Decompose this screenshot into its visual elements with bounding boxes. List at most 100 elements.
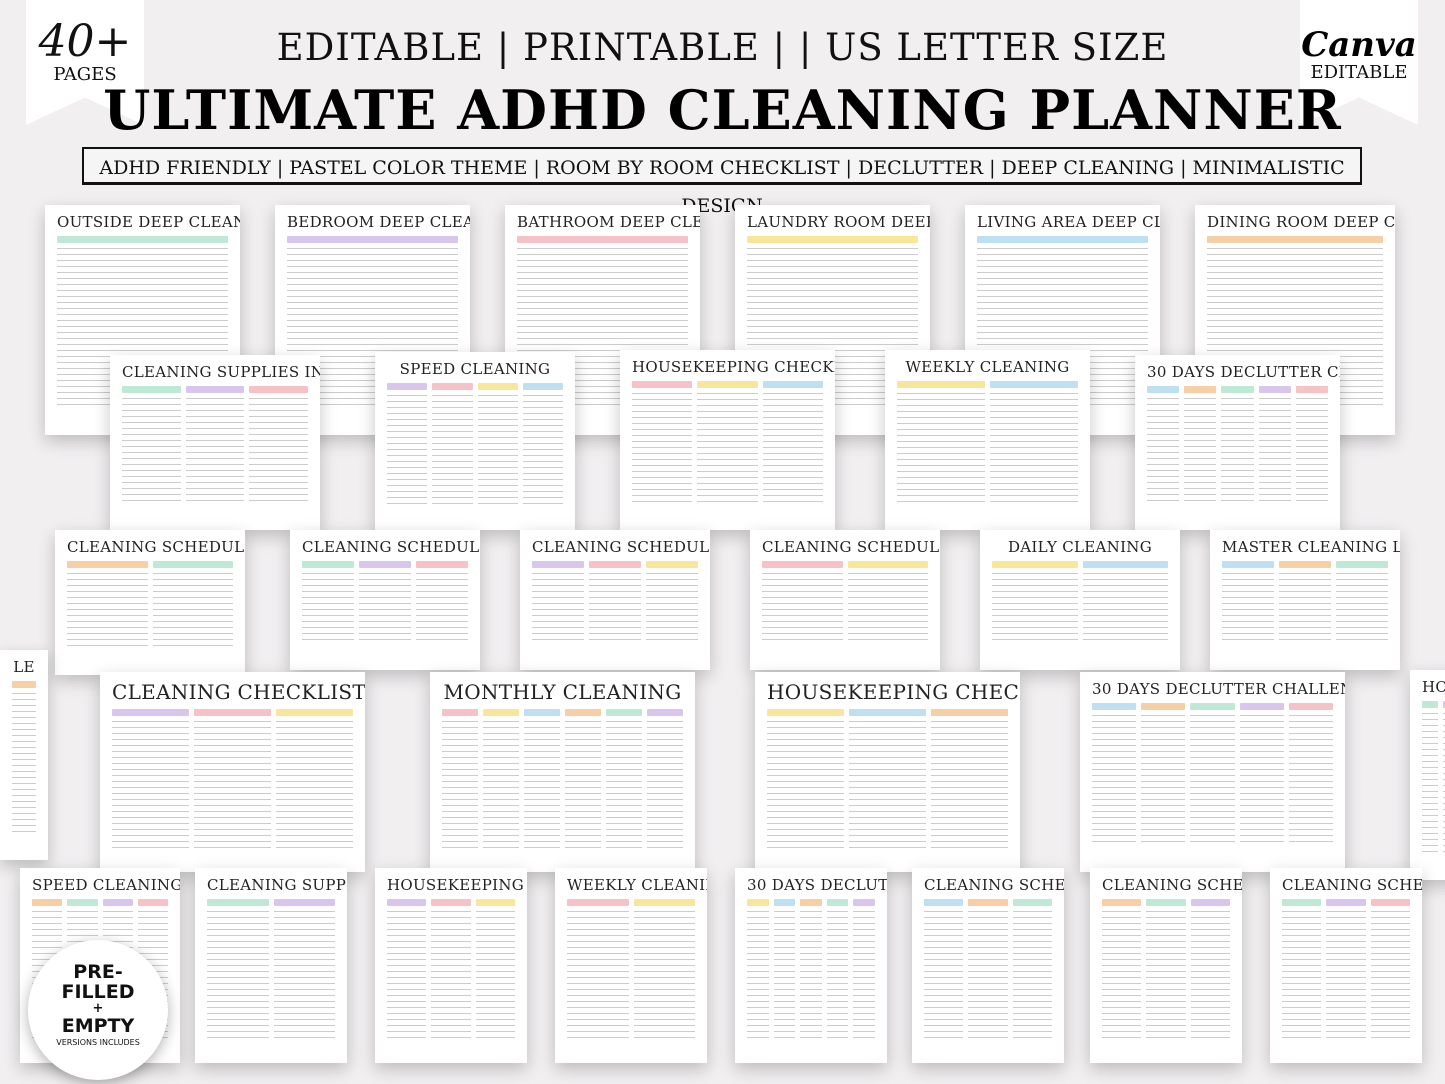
checklist-lines xyxy=(1012,906,1052,1038)
checklist-lines xyxy=(112,716,189,853)
section-header-bar xyxy=(849,709,926,716)
checklist-lines xyxy=(1184,393,1217,505)
page-preview-title: CLEANING SCHEDULE xyxy=(532,538,710,556)
section-header-bar xyxy=(1326,899,1366,906)
section-header-bar xyxy=(1422,701,1438,708)
section-header-bar xyxy=(287,236,458,243)
page-preview-title: LIVING AREA DEEP CLEAN xyxy=(977,213,1160,231)
section-header-bar xyxy=(432,383,473,390)
checklist-lines xyxy=(483,716,519,853)
section-header-bar xyxy=(442,709,478,716)
checklist-lines xyxy=(273,906,335,1038)
checklist-lines xyxy=(152,568,233,650)
section-header-bar xyxy=(1336,561,1388,568)
page-preview-title: HOUSEKEEPING CHECKLIST xyxy=(632,358,835,376)
checklist-lines xyxy=(968,906,1008,1038)
section-header-bar xyxy=(747,899,769,906)
section-header-bar xyxy=(847,561,928,568)
checklist-lines xyxy=(647,716,683,853)
checklist-lines xyxy=(853,906,875,1038)
section-header-bar xyxy=(1282,899,1322,906)
checklist-lines xyxy=(847,568,928,645)
page-preview-title: HOUSEKEEPING CHECKLIST xyxy=(767,680,1020,704)
section-header-bar xyxy=(137,899,168,906)
checklist-lines xyxy=(185,393,245,505)
section-header-bar xyxy=(1190,703,1235,710)
checklist-lines xyxy=(249,393,309,505)
checklist-lines xyxy=(302,568,354,645)
section-header-bar xyxy=(567,899,629,906)
checklist-lines xyxy=(431,906,471,1038)
checklist-lines xyxy=(1222,568,1274,645)
checklist-lines xyxy=(762,388,823,505)
section-header-bar xyxy=(992,561,1078,568)
page-preview: 30 DAYS DECLUTTER CHALLENGE xyxy=(735,868,887,1063)
page-preview: WEEKLY CLEANING xyxy=(555,868,707,1063)
section-header-bar xyxy=(517,236,688,243)
checklist-lines xyxy=(633,906,695,1038)
prefilled-badge: PRE- FILLED + EMPTY VERSIONS INCLUDES xyxy=(28,940,168,1080)
checklist-lines xyxy=(924,906,964,1038)
section-header-bar xyxy=(990,381,1078,388)
section-header-bar xyxy=(633,899,695,906)
checklist-lines xyxy=(1092,710,1137,847)
checklist-lines xyxy=(1370,906,1410,1038)
page-preview: CLEANING SCHEDULE xyxy=(1090,868,1242,1063)
section-header-bar xyxy=(431,899,471,906)
canva-label: EDITABLE xyxy=(1310,62,1408,83)
section-header-bar xyxy=(67,899,98,906)
page-preview: SPEED CLEANING xyxy=(375,352,575,530)
checklist-lines xyxy=(1102,906,1142,1038)
section-header-bar xyxy=(853,899,875,906)
checklist-lines xyxy=(207,906,269,1038)
checklist-lines xyxy=(1326,906,1366,1038)
canva-ribbon: Canva EDITABLE xyxy=(1300,0,1418,125)
checklist-lines xyxy=(1082,568,1168,645)
section-header-bar xyxy=(532,561,584,568)
section-header-bar xyxy=(1190,899,1230,906)
page-preview: CLEANING SCHEDULE xyxy=(290,530,480,670)
page-preview: HOUSEKEEPING CHECKLIST xyxy=(375,868,527,1063)
page-preview-title: OUTSIDE DEEP CLEAN xyxy=(57,213,240,231)
checklist-lines xyxy=(122,393,181,505)
page-preview-title: CLEANING SCHEDULE xyxy=(924,876,1064,894)
checklist-lines xyxy=(442,716,478,853)
checklist-lines xyxy=(432,390,473,505)
section-header-bar xyxy=(1221,386,1254,393)
canva-logo: Canva xyxy=(1301,25,1417,65)
section-header-bar xyxy=(416,561,468,568)
section-header-bar xyxy=(924,899,964,906)
checklist-lines xyxy=(1279,568,1331,645)
section-header-bar xyxy=(152,561,233,568)
checklist-lines xyxy=(1190,710,1235,847)
section-header-bar xyxy=(1258,386,1291,393)
page-preview-title: CLEANING SCHEDULE xyxy=(67,538,245,556)
section-header-bar xyxy=(122,386,181,393)
page-preview: CLEANING SCHEDULE xyxy=(750,530,940,670)
page-preview-title: HOUSEKEEPING CHECKLIST xyxy=(387,876,527,894)
section-header-bar xyxy=(57,236,228,243)
page-preview: WEEKLY CLEANING xyxy=(885,350,1090,530)
page-preview-title: CLEANING SCHEDULE xyxy=(1102,876,1242,894)
page-preview: DAILY CLEANING xyxy=(980,530,1180,670)
section-header-bar xyxy=(1012,899,1052,906)
page-preview: CLEANING SCHEDULE xyxy=(520,530,710,670)
page-preview-title: LAUNDRY ROOM DEEP CLEAN xyxy=(747,213,930,231)
section-header-bar xyxy=(589,561,641,568)
section-header-bar xyxy=(897,381,985,388)
section-header-bar xyxy=(1141,703,1186,710)
section-header-bar xyxy=(273,899,335,906)
page-preview-title: MASTER CLEANING LIST xyxy=(1222,538,1400,556)
page-preview-title: LE xyxy=(13,658,35,676)
page-preview: MONTHLY CLEANING xyxy=(430,672,695,872)
checklist-lines xyxy=(992,568,1078,645)
checklist-lines xyxy=(1282,906,1322,1038)
page-preview-title: SPEED CLEANING xyxy=(32,876,180,894)
section-header-bar xyxy=(249,386,309,393)
section-header-bar xyxy=(1370,899,1410,906)
page-preview-title: MONTHLY CLEANING xyxy=(443,680,682,704)
section-header-bar xyxy=(977,236,1148,243)
section-header-bar xyxy=(194,709,271,716)
checklist-lines xyxy=(697,388,758,505)
section-header-bar xyxy=(12,681,36,688)
